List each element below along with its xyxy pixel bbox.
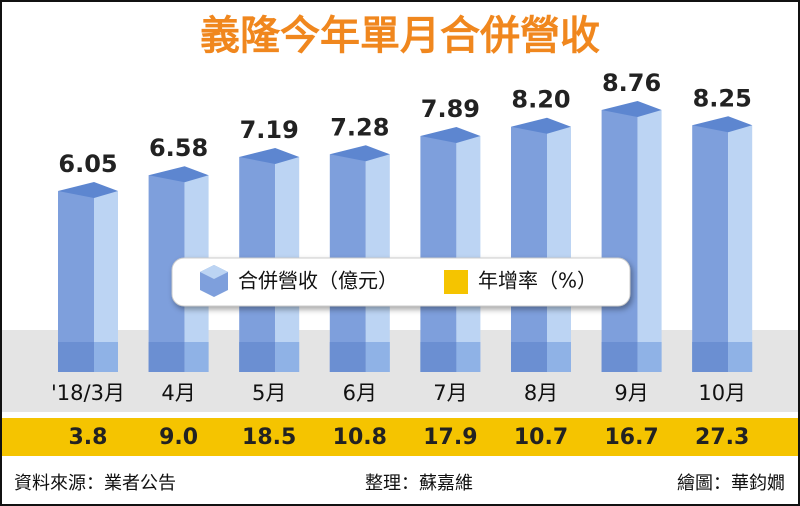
bar-side: [728, 125, 753, 373]
bar-base: [420, 342, 457, 372]
x-tick-label: 4月: [161, 381, 195, 405]
value-label: 8.76: [602, 69, 661, 97]
growth-label: 9.0: [159, 425, 198, 450]
growth-label: 10.8: [333, 425, 387, 450]
bar-base-side: [365, 342, 390, 372]
bar-side: [637, 110, 662, 372]
bar: [58, 191, 94, 372]
x-tick-label: 10月: [698, 381, 746, 405]
legend-label: 年增率（%）: [478, 269, 597, 293]
x-tick-label: '18/3月: [51, 381, 125, 405]
bar-cap: [420, 127, 481, 144]
bar-base: [148, 342, 185, 372]
value-label: 8.20: [511, 86, 570, 114]
legend: 合併營收（億元） 年增率（%）: [171, 257, 631, 307]
x-tick-label: 8月: [524, 381, 558, 405]
legend-swatch-top: [200, 265, 228, 279]
bar-base-side: [547, 342, 571, 372]
floor-band: [2, 330, 798, 412]
x-tick-label: 5月: [252, 381, 286, 405]
bar-base: [511, 342, 547, 372]
bar-base: [329, 342, 366, 372]
value-label: 6.58: [149, 134, 208, 162]
bar: [692, 125, 729, 373]
growth-label: 16.7: [604, 425, 658, 450]
bar: [601, 110, 638, 372]
bar-base: [692, 342, 729, 372]
x-tick-label: 6月: [343, 381, 377, 405]
x-tick-label: 9月: [614, 381, 648, 405]
bar-side: [94, 191, 118, 372]
bar-base-side: [275, 342, 300, 372]
growth-label: 17.9: [423, 425, 477, 450]
bar-base-side: [728, 342, 753, 372]
value-label: 7.28: [330, 113, 389, 141]
bar-cap: [601, 101, 662, 117]
legend-swatch: [444, 270, 468, 294]
bar: [420, 136, 457, 372]
bar-base: [601, 342, 638, 372]
value-label: 6.05: [58, 150, 117, 178]
bar: [511, 126, 547, 372]
value-label: 7.89: [421, 95, 480, 123]
value-label: 8.25: [693, 84, 752, 112]
bar-cap: [511, 117, 571, 134]
bar-base: [58, 342, 94, 372]
growth-label: 3.8: [69, 425, 108, 450]
growth-label: 27.3: [695, 425, 749, 450]
bar-base-side: [456, 342, 481, 372]
bar-side: [547, 126, 571, 372]
value-label: 7.19: [240, 116, 299, 144]
bar-base-side: [184, 342, 209, 372]
bar-cap: [58, 182, 118, 199]
bar-cap: [692, 116, 753, 133]
growth-band: [2, 418, 798, 456]
bar-cap: [329, 145, 390, 162]
bar-cap: [239, 147, 300, 164]
bar-base-side: [637, 342, 662, 372]
graphics: 繪圖：華鈞嫺: [677, 473, 785, 494]
growth-label: 18.5: [242, 425, 296, 450]
legend-box: [171, 257, 631, 307]
bar-side: [456, 136, 481, 372]
growth-label: 10.7: [514, 425, 568, 450]
legend-label: 合併營收（億元）: [238, 269, 398, 293]
bar-base-side: [94, 342, 118, 372]
editor: 整理：蘇嘉維: [365, 473, 473, 494]
chart-title: 義隆今年單月合併營收: [200, 13, 600, 59]
source: 資料來源：業者公告: [14, 473, 176, 494]
x-tick-label: 7月: [433, 381, 467, 405]
bar-cap: [148, 166, 209, 183]
bar-base: [239, 342, 276, 372]
